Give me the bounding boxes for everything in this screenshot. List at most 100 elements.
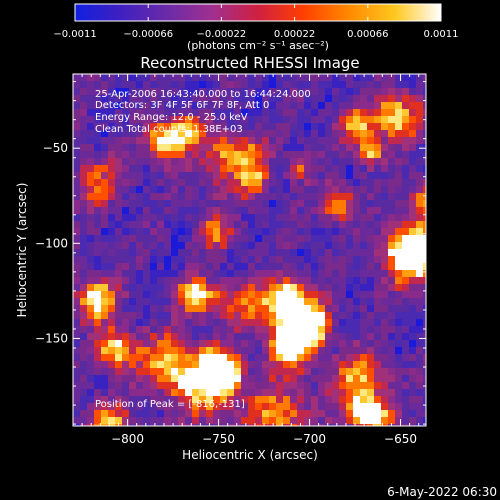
heatmap-cell — [73, 284, 80, 291]
heatmap-cell — [87, 326, 94, 333]
heatmap-cell — [255, 305, 262, 312]
heatmap-cell — [262, 368, 269, 375]
heatmap-cell — [73, 410, 80, 417]
heatmap-cell — [122, 193, 129, 200]
heatmap-cell — [367, 305, 374, 312]
heatmap-cell — [409, 130, 416, 137]
heatmap-cell — [234, 172, 241, 179]
heatmap-cell — [318, 249, 325, 256]
heatmap-cell — [290, 326, 297, 333]
heatmap-cell — [171, 151, 178, 158]
heatmap-cell — [262, 235, 269, 242]
heatmap-cell — [409, 410, 416, 417]
heatmap-cell — [325, 347, 332, 354]
heatmap-cell — [143, 368, 150, 375]
heatmap-cell — [150, 263, 157, 270]
heatmap-cell — [108, 312, 115, 319]
heatmap-cell — [101, 368, 108, 375]
heatmap-cell — [423, 333, 426, 340]
heatmap-cell — [122, 263, 129, 270]
heatmap-cell — [87, 396, 94, 403]
heatmap-cell — [416, 347, 423, 354]
heatmap-cell — [269, 81, 276, 88]
heatmap-cell — [150, 214, 157, 221]
heatmap-cell — [367, 382, 374, 389]
heatmap-cell — [297, 249, 304, 256]
heatmap-cell — [115, 221, 122, 228]
colorbar-tick-label: −0.0011 — [53, 29, 96, 40]
heatmap-cell — [395, 88, 402, 95]
heatmap-cell — [388, 361, 395, 368]
heatmap-cell — [199, 165, 206, 172]
heatmap-cell — [297, 207, 304, 214]
heatmap-cell — [283, 333, 290, 340]
heatmap-cell — [115, 235, 122, 242]
heatmap-cell — [157, 81, 164, 88]
heatmap-cell — [73, 214, 80, 221]
heatmap-cell — [101, 88, 108, 95]
heatmap-cell — [276, 109, 283, 116]
heatmap-cell — [150, 396, 157, 403]
heatmap-cell — [360, 95, 367, 102]
heatmap-cell — [136, 130, 143, 137]
heatmap-cell — [311, 74, 318, 81]
heatmap-cell — [297, 284, 304, 291]
heatmap-cell — [234, 354, 241, 361]
heatmap-cell — [178, 340, 185, 347]
heatmap-cell — [297, 123, 304, 130]
heatmap-cell — [129, 305, 136, 312]
heatmap-cell — [360, 403, 367, 410]
heatmap-cell — [171, 347, 178, 354]
heatmap-cell — [248, 410, 255, 417]
heatmap-cell — [339, 214, 346, 221]
heatmap-cell — [94, 382, 101, 389]
heatmap-cell — [283, 389, 290, 396]
heatmap-cell — [381, 172, 388, 179]
heatmap-cell — [255, 137, 262, 144]
heatmap-cell — [248, 116, 255, 123]
heatmap-cell — [374, 277, 381, 284]
heatmap-cell — [423, 298, 426, 305]
heatmap-cell — [87, 354, 94, 361]
heatmap-cell — [395, 214, 402, 221]
heatmap-cell — [143, 375, 150, 382]
heatmap-cell — [339, 340, 346, 347]
heatmap-cell — [367, 186, 374, 193]
heatmap-cell — [262, 396, 269, 403]
heatmap-cell — [206, 410, 213, 417]
heatmap-cell — [94, 326, 101, 333]
heatmap-cell — [255, 186, 262, 193]
heatmap-cell — [409, 361, 416, 368]
heatmap-cell — [136, 284, 143, 291]
heatmap-cell — [381, 354, 388, 361]
heatmap-cell — [311, 340, 318, 347]
heatmap-cell — [318, 291, 325, 298]
heatmap-cell — [262, 326, 269, 333]
heatmap-cell — [325, 123, 332, 130]
heatmap-cell — [199, 340, 206, 347]
heatmap-cell — [374, 242, 381, 249]
heatmap-cell — [283, 95, 290, 102]
heatmap-cell — [157, 193, 164, 200]
heatmap-cell — [108, 256, 115, 263]
heatmap-cell — [276, 396, 283, 403]
heatmap-cell — [213, 403, 220, 410]
heatmap-cell — [122, 389, 129, 396]
heatmap-cell — [143, 389, 150, 396]
heatmap-cell — [416, 312, 423, 319]
heatmap-cell — [325, 417, 332, 424]
heatmap-cell — [206, 249, 213, 256]
heatmap-cell — [346, 396, 353, 403]
heatmap-cell — [101, 200, 108, 207]
heatmap-cell — [80, 165, 87, 172]
heatmap-cell — [360, 361, 367, 368]
heatmap-cell — [353, 200, 360, 207]
heatmap-cell — [150, 305, 157, 312]
heatmap-cell — [269, 200, 276, 207]
heatmap-cell — [325, 284, 332, 291]
heatmap-cell — [227, 368, 234, 375]
heatmap-cell — [248, 270, 255, 277]
heatmap-cell — [339, 130, 346, 137]
heatmap-cell — [395, 151, 402, 158]
plot-frame — [72, 73, 427, 427]
